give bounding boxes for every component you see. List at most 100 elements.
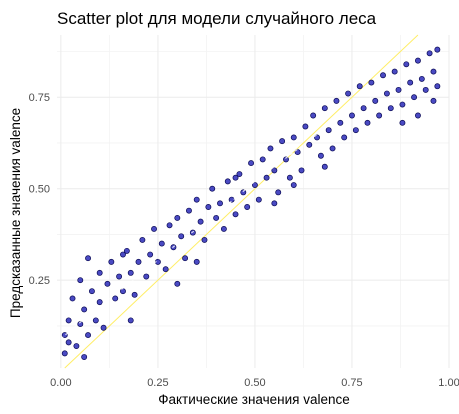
data-point bbox=[193, 258, 200, 265]
data-point bbox=[127, 269, 134, 276]
data-point bbox=[232, 174, 239, 181]
y-axis-ticks: 0.25 0.50 0.75 bbox=[29, 92, 50, 287]
y-axis-label: Предсказанные значения valence bbox=[8, 108, 23, 318]
data-point bbox=[383, 90, 390, 97]
data-point bbox=[158, 240, 165, 247]
data-point bbox=[387, 105, 394, 112]
data-point bbox=[286, 174, 293, 181]
data-point bbox=[116, 273, 123, 280]
data-point bbox=[174, 280, 181, 287]
data-point bbox=[151, 225, 157, 232]
data-point bbox=[143, 273, 150, 280]
data-point bbox=[135, 258, 142, 265]
data-point bbox=[298, 167, 305, 174]
data-point bbox=[368, 79, 375, 86]
trend-line bbox=[60, 56, 438, 340]
data-point bbox=[244, 204, 251, 210]
data-point bbox=[356, 83, 363, 90]
data-point bbox=[232, 211, 239, 218]
data-point bbox=[290, 182, 297, 188]
data-point bbox=[415, 57, 421, 64]
data-point bbox=[395, 86, 402, 93]
data-point bbox=[399, 119, 406, 126]
data-point bbox=[220, 225, 227, 232]
data-point bbox=[321, 105, 328, 112]
y-tick-label: 0.25 bbox=[29, 275, 50, 287]
data-point bbox=[88, 288, 95, 295]
data-point bbox=[434, 83, 441, 90]
data-point bbox=[364, 119, 371, 126]
data-point bbox=[201, 236, 208, 243]
x-tick-label: 0.25 bbox=[147, 377, 168, 389]
x-tick-label: 0.50 bbox=[244, 377, 265, 389]
data-point bbox=[302, 123, 309, 130]
data-point bbox=[96, 299, 103, 306]
data-point bbox=[248, 160, 255, 167]
data-point bbox=[131, 291, 138, 298]
data-point bbox=[162, 266, 169, 273]
data-point bbox=[333, 97, 340, 104]
data-point bbox=[213, 215, 220, 221]
data-point bbox=[240, 189, 247, 196]
data-point bbox=[81, 306, 88, 313]
plot-grid bbox=[57, 35, 450, 368]
data-point bbox=[271, 167, 278, 174]
data-point bbox=[345, 90, 352, 97]
data-point bbox=[399, 101, 406, 108]
data-point bbox=[310, 112, 317, 119]
data-point bbox=[290, 134, 297, 141]
data-point bbox=[411, 94, 418, 101]
data-point bbox=[73, 343, 80, 349]
data-point bbox=[123, 247, 130, 254]
data-point bbox=[236, 171, 243, 178]
data-point bbox=[360, 105, 367, 112]
data-point bbox=[255, 196, 262, 203]
data-point bbox=[415, 112, 421, 119]
data-point bbox=[69, 295, 76, 302]
data-point bbox=[193, 196, 200, 203]
data-point bbox=[61, 350, 68, 357]
data-point bbox=[139, 236, 146, 243]
data-point bbox=[251, 182, 258, 188]
data-point bbox=[65, 339, 72, 346]
data-point bbox=[77, 277, 84, 284]
data-point bbox=[418, 75, 425, 82]
data-point bbox=[306, 141, 313, 148]
data-point bbox=[205, 204, 212, 210]
data-point bbox=[228, 196, 235, 203]
data-point bbox=[352, 127, 359, 134]
data-point bbox=[217, 200, 223, 207]
data-point bbox=[267, 145, 274, 152]
y-tick-label: 0.75 bbox=[29, 92, 50, 104]
data-point bbox=[349, 112, 355, 119]
data-point bbox=[403, 61, 410, 68]
data-point bbox=[325, 127, 332, 134]
x-tick-label: 1.00 bbox=[438, 377, 459, 389]
data-point bbox=[372, 97, 379, 104]
data-point bbox=[92, 317, 99, 324]
data-point bbox=[275, 189, 282, 196]
data-point bbox=[434, 46, 441, 53]
data-point bbox=[104, 280, 111, 287]
data-point bbox=[65, 317, 72, 324]
data-point bbox=[380, 72, 386, 79]
data-point bbox=[186, 207, 192, 214]
data-point bbox=[321, 163, 328, 170]
data-point bbox=[189, 229, 196, 236]
data-point bbox=[341, 134, 348, 141]
data-point bbox=[112, 295, 119, 302]
x-tick-label: 0.75 bbox=[341, 377, 362, 389]
data-point bbox=[224, 178, 231, 185]
data-point bbox=[279, 138, 286, 145]
data-point bbox=[85, 332, 91, 339]
data-point bbox=[422, 86, 429, 93]
x-axis-label: Фактические значения valence bbox=[158, 392, 350, 407]
data-point bbox=[209, 185, 216, 192]
data-points bbox=[61, 46, 441, 360]
data-point bbox=[96, 269, 103, 276]
data-point bbox=[259, 156, 266, 163]
data-point bbox=[174, 215, 181, 221]
data-point bbox=[120, 251, 126, 258]
data-point bbox=[127, 317, 134, 324]
